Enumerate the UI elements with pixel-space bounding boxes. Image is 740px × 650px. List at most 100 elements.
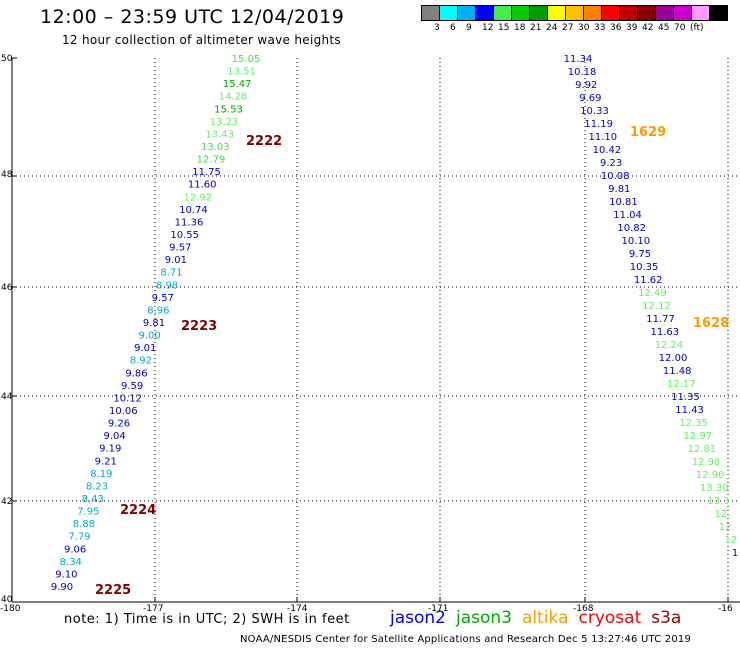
swh-label: 12.79 bbox=[197, 155, 226, 166]
legend-tick: 24 bbox=[546, 23, 558, 33]
satellite-key: jason2 jason3 altika cryosat s3a bbox=[390, 608, 691, 628]
swh-label: 12.97 bbox=[683, 431, 712, 442]
swh-label: 11.48 bbox=[663, 366, 692, 377]
swh-label: 11.60 bbox=[188, 180, 217, 191]
swh-label: 10.55 bbox=[170, 230, 199, 241]
swh-label: 9.75 bbox=[629, 249, 651, 260]
swh-label: 11.19 bbox=[584, 119, 613, 130]
swh-label: 12.24 bbox=[655, 340, 684, 351]
swh-label: 9.23 bbox=[600, 158, 622, 169]
legend-tick: 33 bbox=[594, 23, 606, 33]
swh-label: 9.04 bbox=[103, 431, 125, 442]
swh-label: 10.74 bbox=[179, 205, 208, 216]
swh-label: 10.18 bbox=[568, 67, 597, 78]
swh-label: 10.82 bbox=[617, 223, 646, 234]
swh-label: 10.10 bbox=[621, 236, 650, 247]
swh-label: 9.57 bbox=[169, 243, 191, 254]
swh-label: 9.69 bbox=[579, 93, 601, 104]
legend-tick: 3 bbox=[434, 23, 440, 33]
swh-label: 11.10 bbox=[588, 132, 617, 143]
swh-label: 12.92 bbox=[183, 192, 212, 203]
lat-tick-label: 44 bbox=[1, 392, 13, 402]
legend-tick: 9 bbox=[466, 23, 472, 33]
lon-tick-label: -177 bbox=[143, 604, 163, 614]
pass-label: 1629 bbox=[630, 125, 666, 140]
legend-tick: 36 bbox=[610, 23, 622, 33]
swh-label: 11.43 bbox=[675, 405, 704, 416]
swh-label: 11.34 bbox=[564, 54, 593, 65]
swh-label: 8.43 bbox=[82, 494, 104, 505]
swh-label: 9.01 bbox=[165, 255, 187, 266]
lon-tick-label: -16 bbox=[718, 604, 733, 614]
swh-label: 9.10 bbox=[55, 569, 77, 580]
swh-label: 10.42 bbox=[593, 145, 622, 156]
legend-tick: 6 bbox=[450, 23, 456, 33]
page-subtitle: 12 hour collection of altimeter wave hei… bbox=[62, 33, 341, 47]
swh-label: 11.36 bbox=[175, 217, 204, 228]
swh-label: 12.98 bbox=[692, 457, 721, 468]
legend-tick: 42 bbox=[642, 23, 654, 33]
swh-label: 11.62 bbox=[634, 275, 663, 286]
swh-label: 9.19 bbox=[99, 444, 121, 455]
swh-label: 12.35 bbox=[679, 418, 708, 429]
legend-tick: 39 bbox=[626, 23, 638, 33]
swh-label: 13.30 bbox=[700, 483, 729, 494]
swh-label: 12. bbox=[719, 522, 735, 533]
swh-label: 15.47 bbox=[223, 79, 252, 90]
swh-label: 9.57 bbox=[152, 293, 174, 304]
lon-tick-label: -168 bbox=[573, 604, 594, 614]
legend-tick-labels: 3 6 9 12 15 18 21 24 27 30 33 36 39 42 45 70 (ft) bbox=[422, 21, 728, 35]
pass-label: 2223 bbox=[181, 319, 217, 334]
lon-tick-label: -174 bbox=[287, 604, 308, 614]
pass-label: 1628 bbox=[693, 316, 729, 331]
lat-tick-label: 46 bbox=[1, 283, 13, 293]
swh-label: 10.81 bbox=[609, 197, 638, 208]
swh-label: 12. bbox=[715, 509, 731, 520]
legend-tick: 15 bbox=[498, 23, 510, 33]
swh-label: 8.34 bbox=[60, 557, 82, 568]
swh-label: 13.43 bbox=[205, 129, 234, 140]
swh-label: 9.00 bbox=[138, 331, 160, 342]
lat-tick-label: 42 bbox=[1, 497, 12, 507]
legend-tick: 18 bbox=[514, 23, 526, 33]
swh-label: 11.63 bbox=[650, 327, 679, 338]
swh-label: 12.17 bbox=[667, 379, 696, 390]
swh-label: 8.88 bbox=[73, 519, 95, 530]
lon-tick-label: -171 bbox=[428, 604, 448, 614]
swh-label: 14.28 bbox=[219, 92, 248, 103]
page-title: 12:00 – 23:59 UTC 12/04/2019 bbox=[40, 6, 345, 28]
lat-tick-label: 40 bbox=[1, 595, 13, 605]
swh-label: 9.90 bbox=[51, 582, 73, 593]
pass-label: 2222 bbox=[246, 134, 282, 149]
legend-tick: (ft) bbox=[690, 23, 704, 33]
swh-label: 9.21 bbox=[95, 456, 117, 467]
legend-tick: 21 bbox=[530, 23, 542, 33]
satellite-cryosat: cryosat bbox=[578, 608, 642, 628]
swh-label: 8.23 bbox=[86, 481, 108, 492]
swh-label: 9.81 bbox=[608, 184, 630, 195]
swh-label: 11.35 bbox=[671, 392, 700, 403]
lat-tick-label: 50 bbox=[1, 54, 13, 64]
swh-label: 13.03 bbox=[201, 142, 230, 153]
swh-label: 8.19 bbox=[90, 469, 112, 480]
swh-label: 12.81 bbox=[688, 444, 717, 455]
footer-note: note: 1) Time is in UTC; 2) SWH is in fe… bbox=[64, 612, 350, 627]
swh-label: 10.12 bbox=[113, 393, 142, 404]
legend-tick: 70 bbox=[674, 23, 686, 33]
swh-label: 13.51 bbox=[227, 67, 256, 78]
lat-tick-label: 48 bbox=[1, 170, 13, 180]
swh-label: 9.01 bbox=[134, 343, 156, 354]
swh-label: 12.90 bbox=[696, 470, 725, 481]
lon-tick-label: -180 bbox=[0, 604, 21, 614]
legend-tick: 30 bbox=[578, 23, 590, 33]
swh-label: 9.06 bbox=[64, 544, 86, 555]
swh-label: 8.71 bbox=[160, 268, 182, 279]
swh-label: 12.12 bbox=[642, 301, 671, 312]
legend-color-scale bbox=[421, 5, 728, 21]
swh-label: 11.77 bbox=[646, 314, 675, 325]
pass-label: 2224 bbox=[120, 503, 156, 518]
credit-line: NOAA/NESDIS Center for Satellite Applica… bbox=[240, 634, 692, 645]
satellite-jason3: jason3 bbox=[456, 608, 512, 628]
color-legend: 3 6 9 12 15 18 21 24 27 30 33 36 39 42 45 70 (ft) bbox=[421, 5, 728, 35]
